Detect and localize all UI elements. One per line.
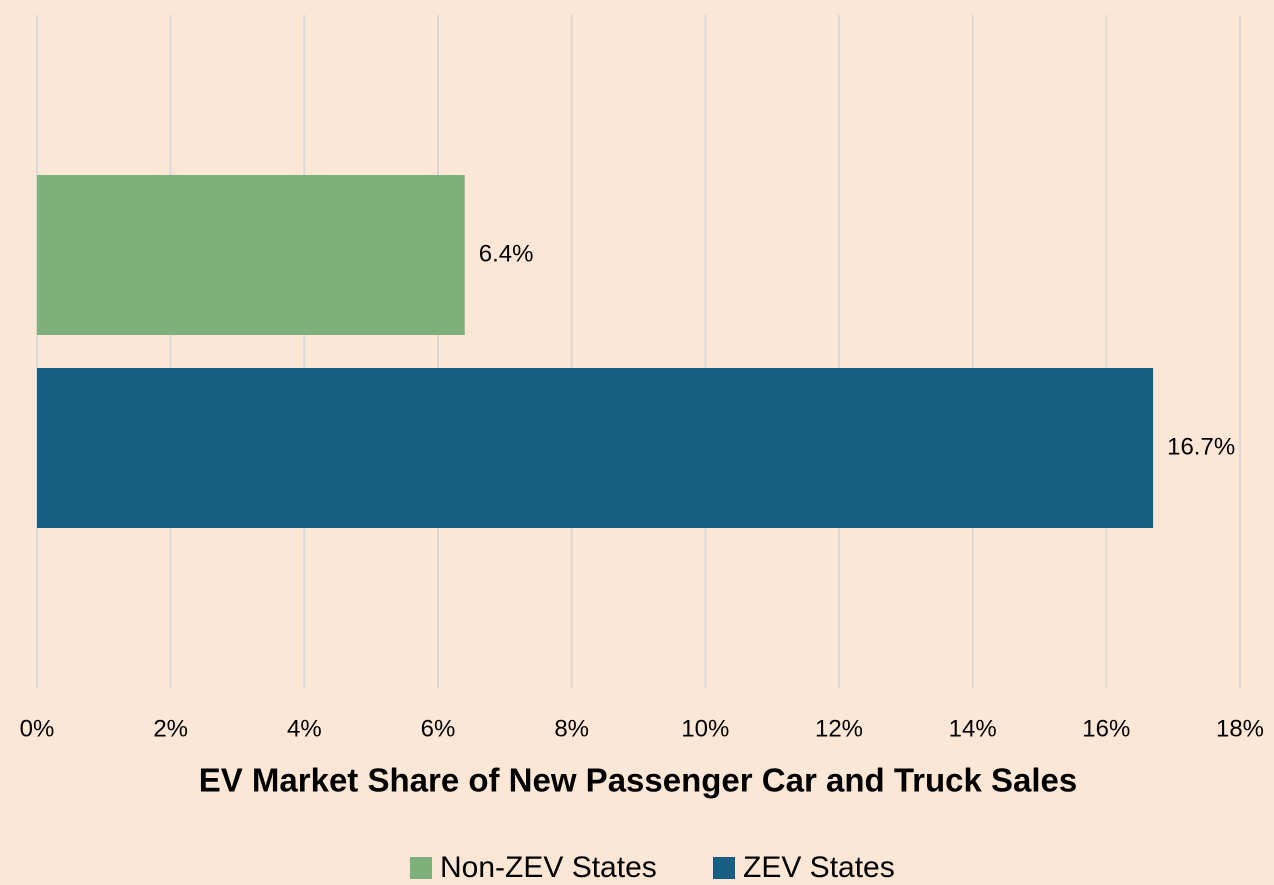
x-tick-label: 8% xyxy=(554,715,589,742)
x-tick-label: 0% xyxy=(20,715,55,742)
x-axis-title: EV Market Share of New Passenger Car and… xyxy=(199,762,1078,799)
data-label: 16.7% xyxy=(1167,433,1235,460)
x-tick-label: 10% xyxy=(681,715,729,742)
x-tick-label: 16% xyxy=(1082,715,1130,742)
x-tick-label: 2% xyxy=(153,715,188,742)
legend-swatch xyxy=(713,857,735,879)
x-tick-label: 6% xyxy=(421,715,456,742)
legend-label: Non-ZEV States xyxy=(440,851,657,884)
x-tick-label: 4% xyxy=(287,715,322,742)
legend-swatch xyxy=(410,857,432,879)
bar xyxy=(37,175,465,335)
x-tick-label: 12% xyxy=(815,715,863,742)
x-tick-label: 14% xyxy=(949,715,997,742)
legend-label: ZEV States xyxy=(743,851,895,884)
data-label: 6.4% xyxy=(479,240,534,267)
x-tick-label: 18% xyxy=(1216,715,1264,742)
bar xyxy=(37,368,1154,528)
